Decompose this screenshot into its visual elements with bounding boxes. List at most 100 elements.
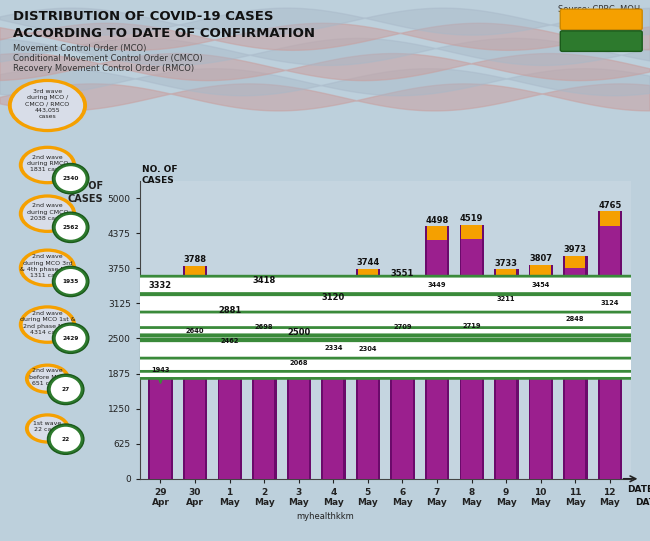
Text: 22: 22 (62, 437, 70, 441)
Polygon shape (539, 293, 543, 299)
Text: Conditional Movement Control Order (CMCO): Conditional Movement Control Order (CMCO… (13, 54, 203, 63)
Bar (220, 317, 240, 327)
Circle shape (0, 341, 650, 358)
Polygon shape (573, 327, 577, 333)
Bar (392, 279, 413, 291)
Bar (427, 226, 447, 240)
Text: 2334: 2334 (324, 345, 343, 351)
Bar (287, 339, 291, 479)
Bar (323, 304, 343, 479)
Bar (183, 266, 187, 479)
Bar (480, 225, 484, 479)
Text: 2nd wave
during RMCO
1831 cases: 2nd wave during RMCO 1831 cases (27, 155, 68, 172)
Bar (563, 256, 567, 479)
Bar (460, 225, 463, 479)
Text: DATE: DATE (627, 485, 650, 494)
Bar (150, 292, 171, 479)
Text: 3973: 3973 (564, 245, 587, 254)
Text: 27: 27 (62, 387, 70, 392)
Y-axis label: NO. OF
CASES: NO. OF CASES (66, 181, 103, 203)
Circle shape (0, 339, 650, 357)
Text: 1st wave
22 cases: 1st wave 22 cases (33, 421, 62, 432)
Bar (598, 212, 601, 479)
Text: 3332: 3332 (149, 281, 172, 290)
Bar (289, 339, 309, 348)
Bar (218, 317, 221, 479)
Bar (185, 266, 205, 479)
Text: 2562: 2562 (62, 225, 79, 230)
Bar (618, 212, 622, 479)
Polygon shape (366, 358, 370, 363)
Bar (220, 317, 240, 479)
Text: 3449: 3449 (428, 282, 446, 288)
Text: 2848: 2848 (566, 316, 584, 322)
Bar (565, 256, 586, 479)
Text: 2nd wave
during MCO 3rd
& 4th phase MCO
1311 cases: 2nd wave during MCO 3rd & 4th phase MCO … (20, 254, 75, 278)
Text: 2340: 2340 (62, 176, 79, 181)
Text: New Cases: New Cases (574, 15, 629, 24)
Text: DATE: DATE (636, 498, 650, 507)
Text: 3211: 3211 (497, 295, 515, 301)
Circle shape (0, 290, 650, 307)
Bar (252, 287, 255, 479)
Polygon shape (608, 312, 612, 317)
Polygon shape (193, 339, 197, 344)
Text: 2462: 2462 (220, 338, 239, 344)
Text: 2640: 2640 (186, 327, 204, 334)
Bar (391, 279, 394, 479)
Text: 3rd wave
during MCO /
CMCO / RMCO
443,055
cases: 3rd wave during MCO / CMCO / RMCO 443,05… (25, 89, 70, 119)
Bar (237, 317, 242, 479)
Bar (530, 265, 551, 479)
Text: 3788: 3788 (183, 255, 207, 265)
Bar (410, 279, 415, 479)
Bar (530, 265, 551, 277)
Text: 1943: 1943 (151, 367, 170, 373)
Circle shape (0, 276, 650, 294)
Text: 3418: 3418 (253, 276, 276, 285)
Bar (254, 287, 274, 479)
Text: 3744: 3744 (356, 258, 380, 267)
Circle shape (0, 318, 650, 335)
Bar (528, 265, 532, 479)
Bar (565, 256, 586, 268)
Bar (272, 287, 277, 479)
Bar (599, 212, 620, 479)
Polygon shape (262, 335, 266, 341)
Text: ACCORDING TO DATE OF CONFIRMATION: ACCORDING TO DATE OF CONFIRMATION (13, 27, 315, 40)
Bar (392, 279, 413, 479)
Text: Movement Control Order (MCO): Movement Control Order (MCO) (13, 44, 146, 54)
Text: Source: CPRC, MOH: Source: CPRC, MOH (558, 5, 640, 15)
Bar (185, 266, 205, 278)
Polygon shape (469, 334, 474, 340)
Circle shape (0, 354, 650, 371)
Bar (376, 268, 380, 479)
Bar (494, 269, 498, 479)
Bar (356, 268, 359, 479)
Text: 2nd wave
during MCO 1st &
2nd phase MCO
4314 cases: 2nd wave during MCO 1st & 2nd phase MCO … (20, 311, 75, 335)
Bar (289, 339, 309, 479)
Bar (358, 268, 378, 479)
Bar (323, 304, 343, 314)
Text: myhealthkkm: myhealthkkm (296, 512, 354, 521)
Circle shape (0, 332, 650, 349)
Text: DISTRIBUTION OF COVID-19 CASES: DISTRIBUTION OF COVID-19 CASES (13, 10, 274, 23)
Circle shape (0, 276, 650, 294)
Bar (254, 287, 274, 298)
Text: 3120: 3120 (322, 293, 345, 302)
Circle shape (0, 361, 650, 378)
Text: 4498: 4498 (425, 215, 448, 225)
Polygon shape (296, 371, 301, 377)
Text: 1935: 1935 (62, 279, 79, 284)
Text: 2881: 2881 (218, 306, 241, 315)
Polygon shape (332, 356, 335, 361)
Text: 4765: 4765 (598, 201, 621, 209)
Bar (341, 304, 346, 479)
Text: 3124: 3124 (601, 300, 619, 306)
Text: Recovery Movement Control Order (RMCO): Recovery Movement Control Order (RMCO) (13, 64, 194, 73)
Text: 4519: 4519 (460, 214, 483, 223)
Circle shape (0, 295, 650, 312)
Bar (321, 304, 325, 479)
Bar (445, 226, 449, 479)
Text: NO. OF
CASES: NO. OF CASES (142, 165, 177, 185)
Bar (150, 292, 171, 302)
